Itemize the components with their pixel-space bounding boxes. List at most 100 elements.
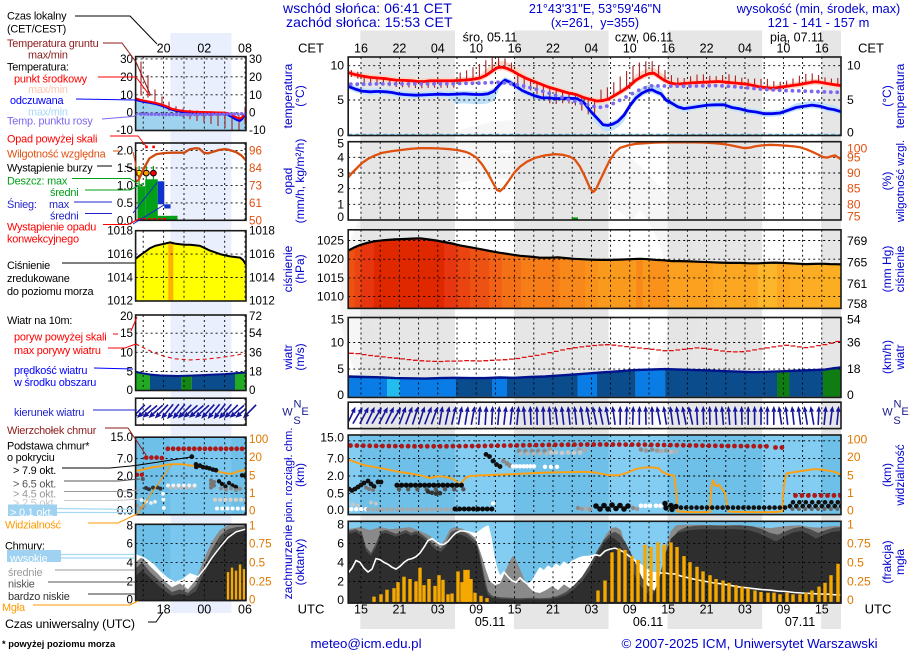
svg-text:0: 0	[337, 126, 344, 140]
svg-text:ciśnienie: ciśnienie	[893, 245, 907, 292]
svg-text:10: 10	[330, 336, 344, 350]
svg-text:(km/h): (km/h)	[880, 340, 894, 374]
svg-text:15: 15	[661, 603, 675, 617]
svg-text:pią, 07.11: pią, 07.11	[770, 31, 824, 45]
svg-text:prędkość wiatru: prędkość wiatru	[14, 365, 87, 377]
svg-text:10: 10	[623, 42, 637, 56]
svg-text:CET: CET	[858, 41, 884, 56]
svg-text:72: 72	[249, 310, 262, 323]
svg-text:E: E	[301, 406, 308, 418]
svg-text:(mm/h, kg/m²/h): (mm/h, kg/m²/h)	[293, 139, 307, 224]
svg-text:kierunek wiatru: kierunek wiatru	[14, 407, 84, 419]
svg-text:5: 5	[337, 93, 344, 107]
svg-text:(°C): (°C)	[293, 85, 307, 106]
svg-text:04: 04	[738, 42, 752, 56]
svg-text:1012: 1012	[249, 295, 275, 308]
svg-text:0.0: 0.0	[117, 505, 133, 518]
svg-text:Podstawa chmur*: Podstawa chmur*	[7, 441, 90, 453]
svg-text:10: 10	[330, 59, 344, 73]
svg-text:1: 1	[249, 487, 255, 500]
svg-text:0.5: 0.5	[847, 555, 864, 569]
svg-text:(%): (%)	[880, 172, 894, 191]
svg-text:1014: 1014	[249, 272, 275, 285]
svg-text:Śnieg:: Śnieg:	[7, 198, 37, 211]
svg-text:05.11: 05.11	[475, 615, 505, 629]
svg-text:10: 10	[847, 59, 861, 73]
svg-text:1016: 1016	[107, 248, 133, 261]
svg-text:100: 100	[847, 142, 868, 156]
svg-text:1016: 1016	[249, 248, 275, 261]
svg-text:1.0: 1.0	[117, 179, 133, 192]
svg-text:08: 08	[238, 42, 252, 56]
svg-text:1.5: 1.5	[117, 162, 133, 175]
svg-text:0: 0	[249, 384, 255, 397]
svg-text:765: 765	[847, 256, 868, 270]
svg-text:758: 758	[847, 297, 868, 311]
svg-text:bardzo niskie: bardzo niskie	[8, 591, 70, 603]
svg-text:02: 02	[197, 42, 211, 56]
svg-text:Wystąpienie burzy: Wystąpienie burzy	[7, 163, 93, 175]
svg-text:03: 03	[431, 603, 445, 617]
svg-text:o pokryciu: o pokryciu	[7, 452, 55, 464]
svg-text:2: 2	[337, 575, 344, 589]
svg-text:5: 5	[337, 362, 344, 376]
svg-text:16: 16	[661, 42, 675, 56]
svg-text:zachód słońca: 15:53 CET: zachód słońca: 15:53 CET	[286, 14, 453, 30]
svg-text:06.11: 06.11	[633, 615, 663, 629]
svg-text:73: 73	[249, 179, 262, 192]
svg-text:0: 0	[127, 384, 133, 397]
svg-text:0: 0	[337, 210, 344, 224]
svg-text:04: 04	[584, 42, 598, 56]
svg-text:S: S	[893, 415, 900, 427]
svg-text:N: N	[894, 399, 902, 411]
svg-text:Chmury:: Chmury:	[5, 541, 45, 553]
svg-text:Temp. punktu rosy: Temp. punktu rosy	[7, 116, 93, 128]
svg-text:36: 36	[847, 336, 861, 350]
svg-text:4: 4	[127, 556, 134, 569]
svg-text:36: 36	[249, 346, 262, 359]
svg-text:0.25: 0.25	[847, 575, 871, 589]
svg-text:04: 04	[431, 42, 445, 56]
svg-text:769: 769	[847, 234, 868, 248]
svg-text:61: 61	[249, 197, 262, 210]
svg-text:5: 5	[127, 365, 133, 378]
svg-text:widzialność: widzialność	[893, 444, 907, 506]
svg-text:761: 761	[847, 277, 868, 291]
svg-text:temperatura: temperatura	[893, 63, 907, 128]
svg-text:5: 5	[847, 93, 854, 107]
svg-text:N: N	[294, 399, 302, 411]
svg-text:(CET/CEST): (CET/CEST)	[7, 23, 66, 35]
svg-text:punkt środkowy: punkt środkowy	[14, 73, 88, 85]
svg-text:Deszcz: max: Deszcz: max	[7, 176, 68, 188]
svg-text:1: 1	[337, 197, 344, 211]
svg-text:E: E	[901, 406, 908, 418]
svg-text:(frakcja): (frakcja)	[880, 540, 894, 583]
svg-text:96: 96	[249, 144, 262, 157]
svg-text:-10: -10	[116, 124, 133, 137]
svg-text:1025: 1025	[317, 234, 344, 248]
svg-text:16: 16	[354, 42, 368, 56]
svg-text:Wierzchołek chmur: Wierzchołek chmur	[7, 425, 97, 437]
svg-text:10: 10	[120, 346, 133, 359]
svg-text:© 2007-2025 ICM, Uniwersytet W: © 2007-2025 ICM, Uniwersytet Warszawski	[621, 636, 877, 651]
svg-text:50: 50	[249, 214, 262, 227]
svg-text:2.0: 2.0	[117, 144, 133, 157]
svg-text:max/min: max/min	[28, 84, 68, 96]
svg-text:Czas uniwersalny (UTC): Czas uniwersalny (UTC)	[5, 617, 135, 631]
svg-text:10: 10	[120, 89, 133, 102]
svg-text:80: 80	[847, 197, 861, 211]
svg-text:średnie: średnie	[8, 567, 42, 579]
svg-text:(hPa): (hPa)	[293, 254, 307, 283]
svg-text:20: 20	[847, 450, 861, 464]
svg-text:5: 5	[337, 137, 344, 151]
svg-text:0: 0	[337, 593, 344, 607]
svg-text:0.75: 0.75	[249, 537, 272, 550]
svg-text:1018: 1018	[249, 225, 275, 238]
svg-text:1: 1	[847, 486, 854, 500]
svg-text:1: 1	[249, 519, 255, 532]
svg-text:03: 03	[738, 603, 752, 617]
svg-text:10: 10	[469, 42, 483, 56]
svg-text:10: 10	[776, 42, 790, 56]
svg-text:> 4.5 okt.: > 4.5 okt.	[13, 488, 56, 500]
svg-text:Ciśnienie: Ciśnienie	[7, 260, 50, 272]
